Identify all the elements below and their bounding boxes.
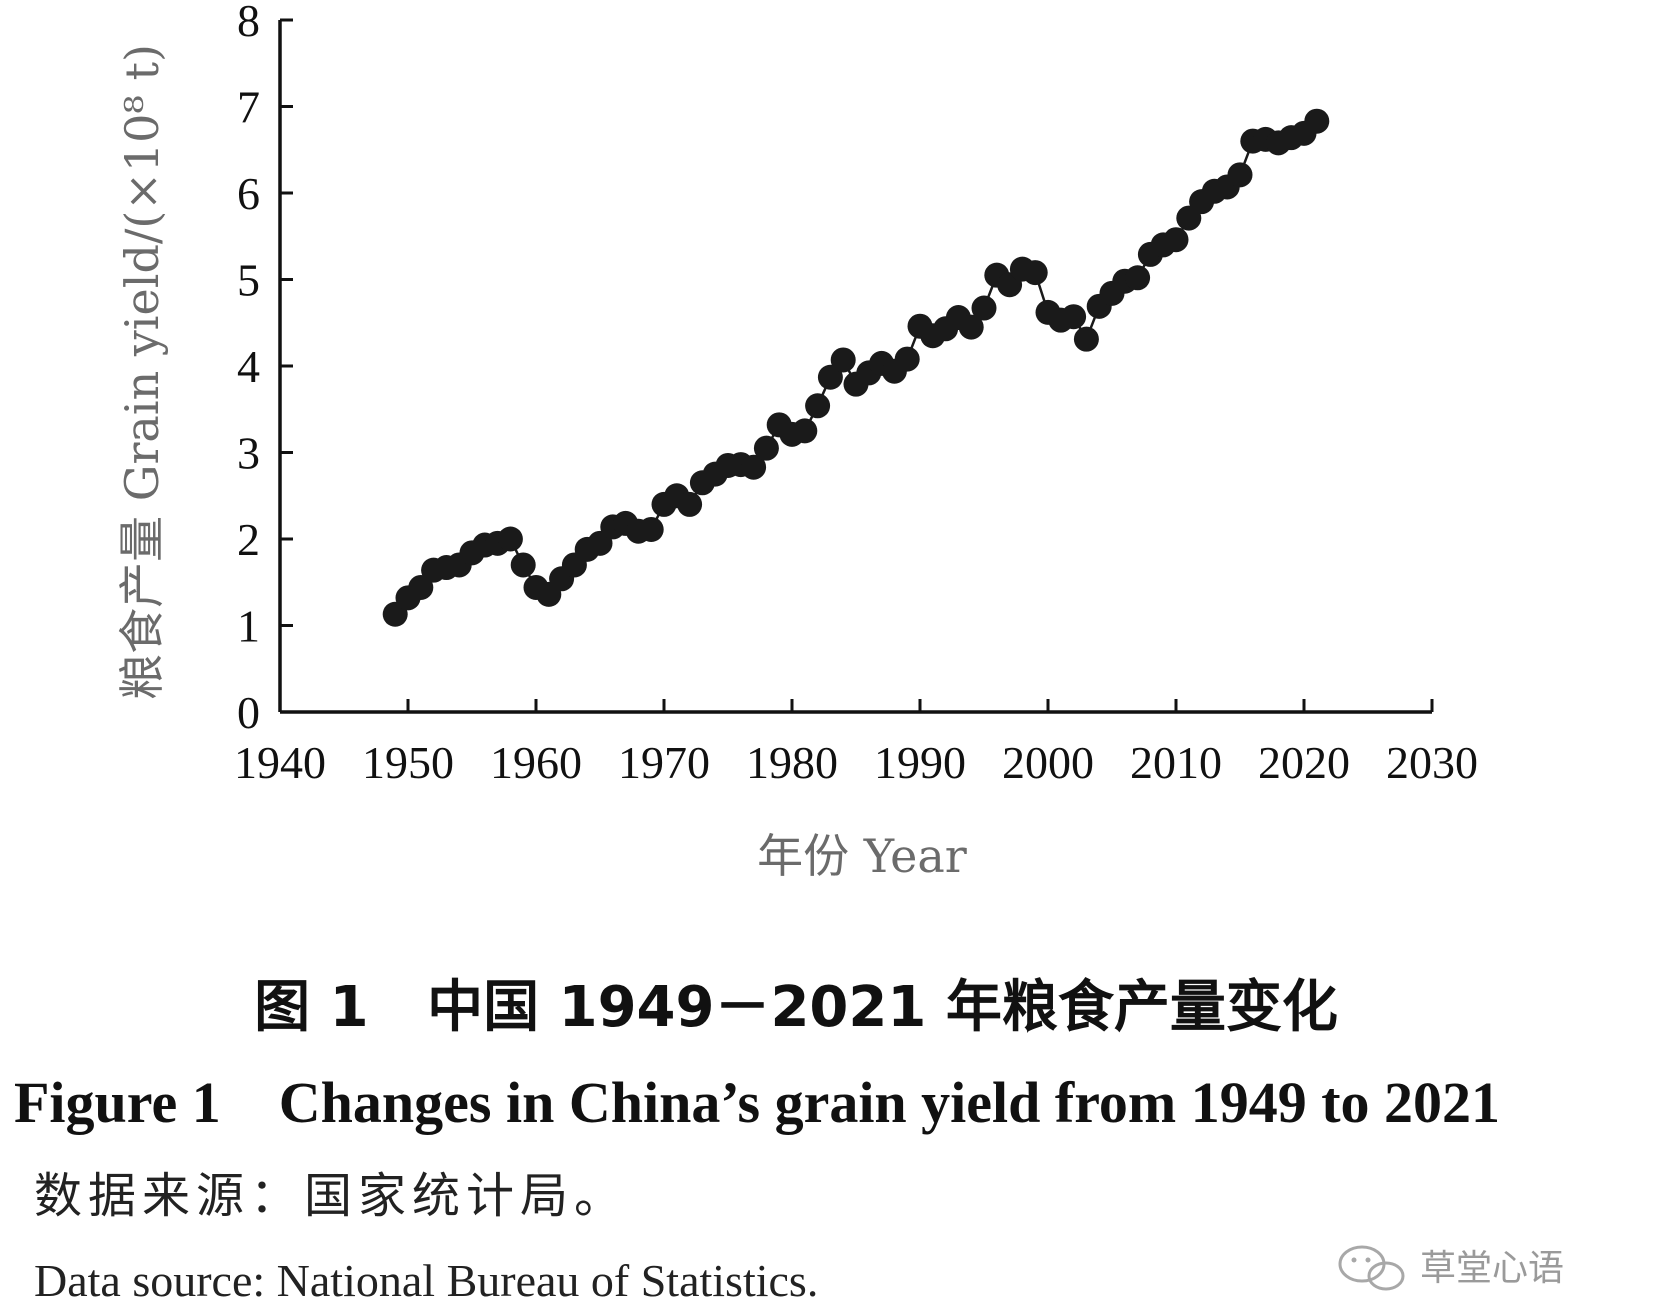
data-point [894,346,920,372]
data-point [638,516,664,542]
x-tick-label: 1970 [618,737,710,788]
y-tick-label: 5 [237,255,260,306]
y-tick-label: 2 [237,514,260,565]
data-point [1061,304,1087,330]
x-tick-label: 2000 [1002,737,1094,788]
data-point [1304,108,1330,134]
y-tick-label: 3 [237,428,260,479]
figure-caption-chinese: 图 1 中国 1949－2021 年粮食产量变化 [254,975,1338,1040]
x-tick-label: 1960 [490,737,582,788]
watermark: 草堂心语 [1338,1245,1564,1291]
x-tick-label: 1990 [874,737,966,788]
x-tick-label: 1950 [362,737,454,788]
y-tick-label: 8 [237,0,260,46]
wechat-icon [1338,1245,1405,1291]
data-point [792,418,818,444]
y-tick-label: 0 [237,687,260,738]
data-point [677,491,703,517]
series-layer [382,108,1330,627]
data-point [497,526,523,552]
data-point [958,314,984,340]
y-tick-label: 4 [237,341,260,392]
x-axis: 1940 1950 1960 1970 1980 1990 2000 2010 2020 2030 [234,699,1478,788]
y-tick-label: 6 [237,168,260,219]
y-tick-label: 7 [237,82,260,133]
x-tick-label: 2030 [1386,737,1478,788]
data-point [408,574,434,600]
x-tick-label: 1940 [234,737,326,788]
data-point [817,364,843,390]
data-point [830,347,856,373]
plot-area: 0 1 2 3 4 5 6 7 8 1940 1950 1960 1970 1980 1990 2000 20… [234,0,1478,788]
data-point [1227,162,1253,188]
series-line [394,120,1318,616]
y-tick-label: 1 [237,601,260,652]
data-point [1163,227,1189,253]
data-point [805,393,831,419]
x-tick-label: 2010 [1130,737,1222,788]
y-axis-title: 粮食产量 Grain yield/(×10⁸ t) [115,44,169,700]
figure-caption-english: Figure 1 Changes in China’s grain yield … [14,1070,1500,1135]
x-tick-label: 2020 [1258,737,1350,788]
data-point [971,295,997,321]
watermark-text: 草堂心语 [1420,1248,1564,1289]
data-point [741,454,767,480]
x-tick-label: 1980 [746,737,838,788]
x-axis-title: 年份 Year [757,829,967,883]
data-point [1022,260,1048,286]
data-source-chinese: 数据来源：国家统计局。 [34,1168,628,1224]
y-axis: 0 1 2 3 4 5 6 7 8 [237,0,293,738]
data-point [1125,265,1151,291]
data-point [510,552,536,578]
data-point [1073,326,1099,352]
data-point [753,435,779,461]
data-source-english: Data source: National Bureau of Statisti… [34,1255,818,1306]
